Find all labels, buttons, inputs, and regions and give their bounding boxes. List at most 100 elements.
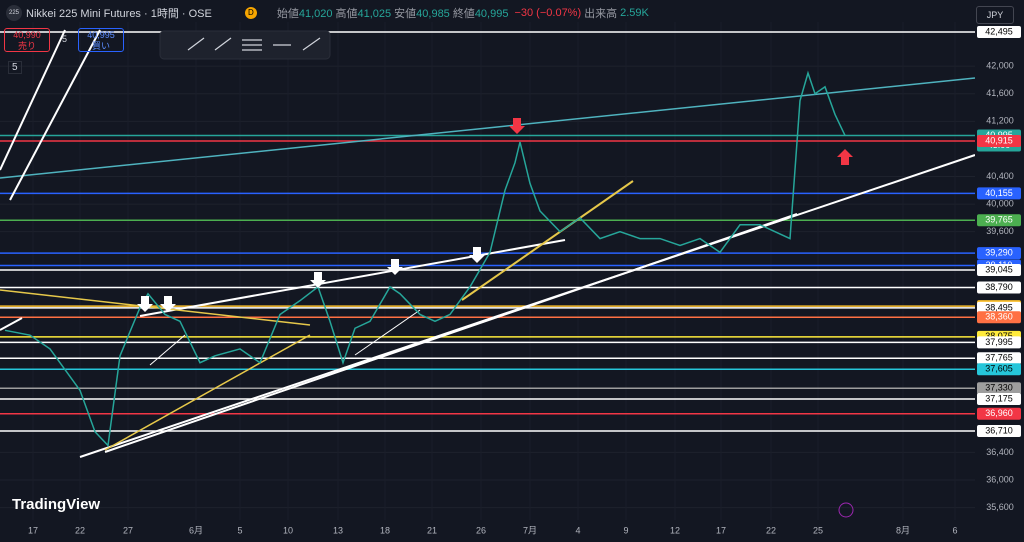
price-badge-label: 37,765 [985, 353, 1013, 363]
trend-line [139, 239, 566, 317]
price-badge [977, 382, 1021, 395]
arrow [509, 118, 525, 134]
price-line [4, 70, 846, 448]
y-tick-label: 40,000 [986, 198, 1014, 208]
x-tick-label: 17 [716, 525, 726, 535]
price-badge-label: 42,495 [985, 26, 1013, 36]
arrow [137, 296, 153, 312]
price-badge-label: 38,360 [985, 312, 1013, 322]
axis: 35,600 36,000 36,400 39,600 40,000 40,400 41,2… [28, 26, 1021, 535]
x-tick-label: 6 [952, 525, 957, 535]
tool-icon[interactable] [302, 37, 321, 51]
price-badge [977, 26, 1021, 39]
price-badge-label: 40,915 [985, 135, 1013, 145]
price-badge-label: 37,175 [985, 393, 1013, 403]
price-badge [977, 311, 1021, 324]
sell-button[interactable]: 40,990 売り [4, 28, 50, 52]
symbol-icon: 225 [6, 5, 22, 21]
price-badge [977, 263, 1021, 276]
x-tick-label: 21 [427, 525, 437, 535]
trend-line [0, 317, 23, 331]
trend-line [0, 77, 976, 179]
currency[interactable]: JPY [976, 6, 1014, 24]
trend-line [149, 334, 186, 366]
price-badge [977, 247, 1021, 260]
trend-line [354, 309, 421, 356]
x-tick-label: 12 [670, 525, 680, 535]
price-badge [977, 187, 1021, 200]
arrow [837, 149, 853, 165]
badge: D [244, 7, 257, 19]
ohlc-value: 41,020 [298, 8, 333, 20]
y-tick-label: 40,400 [986, 171, 1014, 181]
buy-button[interactable]: 40,995 買い [78, 28, 124, 52]
y-tick-label: 41,600 [986, 88, 1014, 98]
x-tick-label: 26 [476, 525, 486, 535]
x-tick-label: 4 [575, 525, 580, 535]
price-badge-label: 36,710 [985, 425, 1013, 435]
ohlc-label: 始値 [276, 8, 299, 20]
ohlc: 始値41,020 高値41,025 安値40,985 終値40,995 [277, 5, 512, 21]
price-badge [977, 134, 1021, 147]
arrow [469, 247, 485, 263]
x-tick-label: 10 [283, 525, 293, 535]
price-badge-label: 39,765 [985, 215, 1013, 225]
x-tick-label: 13 [333, 525, 343, 535]
arrow [310, 272, 326, 288]
sell-label: 売り [17, 41, 36, 51]
trend-line [9, 29, 101, 201]
price-badge [977, 336, 1021, 349]
grid [0, 22, 975, 520]
x-tick-label: 7月 [523, 525, 537, 535]
price-badge [977, 392, 1021, 405]
tool-icon[interactable] [214, 37, 232, 51]
y-tick-label: 35,600 [986, 502, 1014, 512]
drawing-toolbar[interactable] [159, 30, 331, 60]
price-badge [977, 425, 1021, 438]
trend-line [104, 213, 798, 453]
price-badge-label: 40,155 [985, 188, 1013, 198]
price-badge [977, 407, 1021, 420]
price-badge-label: 38,495 [985, 302, 1013, 312]
trend-line [0, 289, 311, 326]
volume: 2.59K [620, 7, 649, 19]
y-tick-label: 41,200 [986, 116, 1014, 126]
ohlc-value: 40,985 [416, 8, 450, 20]
price-badge [977, 214, 1021, 227]
y-tick-label: 36,400 [986, 447, 1014, 457]
x-tick-label: 22 [75, 525, 85, 535]
price-badge-label: 39,290 [985, 247, 1013, 257]
buy-label: 買い [91, 41, 110, 51]
trend-line [0, 29, 66, 171]
trend-line [104, 334, 311, 451]
price-badge-label: 39,045 [985, 264, 1013, 274]
ohlc-value: 40,995 [474, 8, 509, 20]
trend-line [461, 180, 634, 301]
event-icon[interactable] [838, 502, 854, 518]
x-tick-label: 18 [380, 525, 390, 535]
tool-icon[interactable] [187, 37, 205, 51]
indicator[interactable]: 5 [8, 61, 22, 74]
x-tick-label: 27 [123, 525, 133, 535]
ohlc-label: 高値 [335, 8, 358, 20]
buy-price: 40,995 [87, 30, 115, 40]
y-tick-label: 36,000 [986, 474, 1014, 484]
price-badge-label: 40,995 [985, 130, 1013, 140]
x-tick-label: 9 [623, 525, 628, 535]
spread: 5 [62, 34, 68, 44]
price-badge-label: 37,605 [985, 364, 1013, 374]
y-tick-label: 39,600 [986, 226, 1014, 236]
price-badge-label: 38,790 [985, 282, 1013, 292]
trend-lines [0, 29, 976, 458]
ohlc-label: 終値 [452, 8, 475, 20]
sell-price: 40,990 [13, 30, 41, 40]
price-badge [977, 301, 1021, 314]
y-tick-label: 42,000 [986, 61, 1014, 71]
x-tick-label: 17 [28, 525, 38, 535]
price-badge [977, 352, 1021, 365]
price-badge [977, 281, 1021, 294]
x-tick-label: 8月 [896, 525, 910, 535]
price-badge-label: 37,330 [985, 383, 1013, 393]
